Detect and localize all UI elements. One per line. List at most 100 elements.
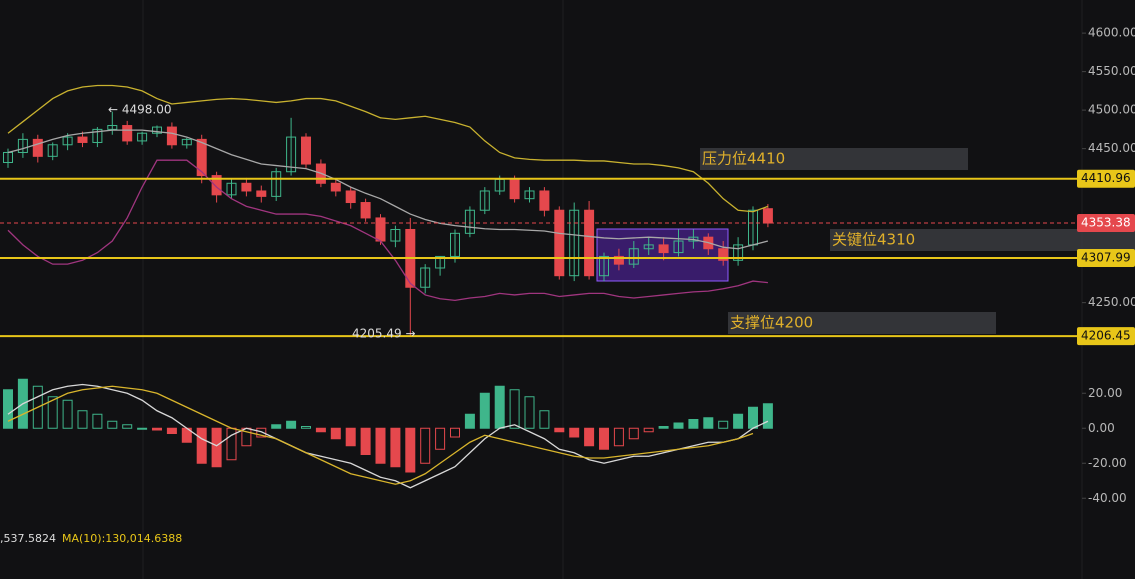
candle-body	[211, 175, 222, 196]
candle-body	[32, 138, 43, 157]
candle-body	[92, 128, 103, 143]
candle-body	[122, 125, 133, 142]
candle-body	[479, 190, 490, 211]
candle-body	[718, 248, 729, 261]
macd-bar	[673, 422, 684, 429]
macd-bar	[405, 427, 416, 473]
candle-body	[77, 136, 88, 143]
candle-body	[733, 244, 744, 261]
candle-body	[464, 209, 475, 234]
candle-body	[256, 190, 267, 197]
macd-bar	[256, 427, 267, 438]
macd-bar	[420, 427, 431, 464]
candle-body	[330, 182, 341, 192]
indicator-line	[7, 84, 769, 213]
price-tag	[1077, 169, 1135, 188]
macd-bar	[301, 426, 311, 429]
annotation: 4205.49 →	[352, 327, 416, 341]
macd-bar	[375, 427, 386, 464]
zone-label: 关键位4310	[832, 231, 915, 249]
macd-bar	[47, 396, 58, 429]
candle-body	[241, 182, 252, 192]
candle-body	[107, 125, 118, 130]
candle-body	[509, 178, 520, 200]
indicator-line	[7, 159, 768, 301]
candle-body	[181, 138, 192, 146]
candle-body	[613, 255, 624, 265]
candle-body	[524, 190, 535, 200]
candle-body	[286, 136, 297, 173]
annotation: ← 4498.00	[108, 103, 172, 117]
macd-bar	[509, 389, 520, 429]
macd-bar	[748, 406, 758, 429]
macd-bar	[524, 396, 535, 429]
price-tag	[1077, 214, 1135, 233]
candle-body	[628, 248, 639, 265]
price-tag-label: 4353.38	[1081, 216, 1131, 230]
zone-box	[700, 148, 968, 170]
indicator-line	[7, 385, 754, 485]
candle-body	[539, 190, 550, 211]
price-tag-label: 4307.99	[1081, 250, 1131, 264]
candle-body	[554, 209, 565, 277]
price-tag-label: 4206.45	[1081, 329, 1131, 343]
candle-body	[196, 138, 207, 177]
y-tick-label: 0.00	[1088, 421, 1115, 435]
macd-bar	[137, 427, 148, 430]
macd-bar	[703, 417, 714, 429]
macd-bar	[569, 427, 580, 438]
macd-bar	[3, 389, 13, 429]
candle-body	[271, 171, 282, 197]
y-tick-label: 4500.00	[1088, 103, 1135, 117]
macd-bar	[450, 427, 460, 438]
candle-body	[673, 240, 684, 254]
price-tag	[1077, 248, 1135, 267]
macd-bar	[166, 427, 177, 434]
macd-bar	[494, 385, 505, 429]
candle-body	[166, 126, 177, 146]
candle-body	[152, 126, 162, 134]
macd-bar	[762, 403, 773, 429]
candle-body	[47, 144, 58, 157]
footer-value: ,537.5824	[0, 532, 56, 545]
macd-bar	[196, 427, 207, 464]
candle-body	[435, 255, 446, 269]
macd-bar	[390, 427, 401, 468]
indicator-line	[7, 129, 769, 250]
macd-bar	[211, 427, 222, 468]
macd-bar	[271, 424, 282, 429]
candle-body	[17, 138, 28, 153]
candle-body	[375, 217, 386, 242]
macd-bar	[435, 427, 446, 450]
y-tick-label: 4450.00	[1088, 141, 1135, 155]
zone-label: 支撑位4200	[730, 314, 813, 332]
price-tag-label: 4410.96	[1081, 171, 1131, 185]
macd-bar	[718, 420, 729, 429]
macd-bar	[613, 427, 624, 447]
candle-body	[643, 244, 654, 250]
candle-body	[360, 202, 371, 219]
candle-body	[762, 208, 773, 224]
macd-bar	[122, 424, 133, 429]
macd-bar	[107, 420, 118, 429]
zone-box	[830, 229, 1135, 251]
candle-body	[390, 228, 401, 242]
macd-bar	[554, 427, 565, 433]
indicator-line	[7, 383, 769, 489]
macd-bar	[628, 427, 639, 440]
macd-bar	[286, 420, 297, 429]
candle-body	[569, 209, 580, 277]
candle-body	[450, 232, 460, 257]
candle-body	[345, 190, 356, 204]
macd-bar	[330, 427, 341, 440]
macd-bar	[360, 427, 371, 455]
macd-bar	[345, 427, 356, 447]
candle-body	[420, 267, 431, 288]
macd-bar	[464, 413, 475, 429]
price-tag	[1077, 327, 1135, 346]
candle-body	[137, 132, 148, 142]
y-tick-label: 4250.00	[1088, 295, 1135, 309]
macd-bar	[539, 410, 550, 429]
